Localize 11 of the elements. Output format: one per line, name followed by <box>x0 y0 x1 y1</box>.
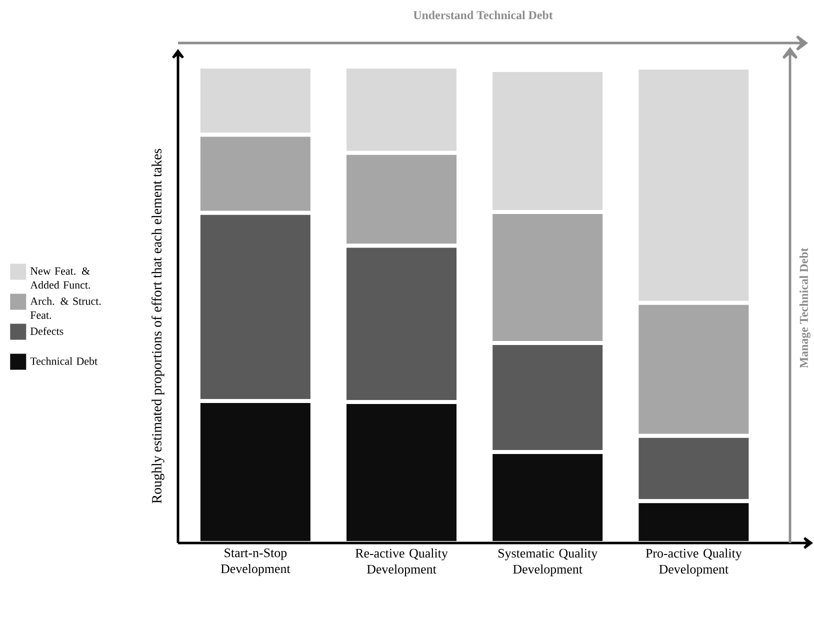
y-axis-title: Roughly estimated proportions of effort that each element takes <box>151 148 164 504</box>
x-tick-label: Re-active Quality Development <box>355 548 448 576</box>
x-tick-label: Pro-active Quality Development <box>646 548 742 576</box>
legend-label: Defects <box>30 327 64 335</box>
legend-label: Technical Debt <box>30 357 98 365</box>
x-tick-label: Systematic Quality Development <box>498 548 598 576</box>
x-tick-label: Start-n-Stop Development <box>220 548 290 576</box>
text: Understand Technical Debt <box>413 10 553 20</box>
legend-label: New Feat. & Added Funct. <box>30 267 90 289</box>
legend-label: Arch. & Struct. Feat. <box>30 297 101 319</box>
annotation: Manage Technical Debt <box>800 248 810 368</box>
